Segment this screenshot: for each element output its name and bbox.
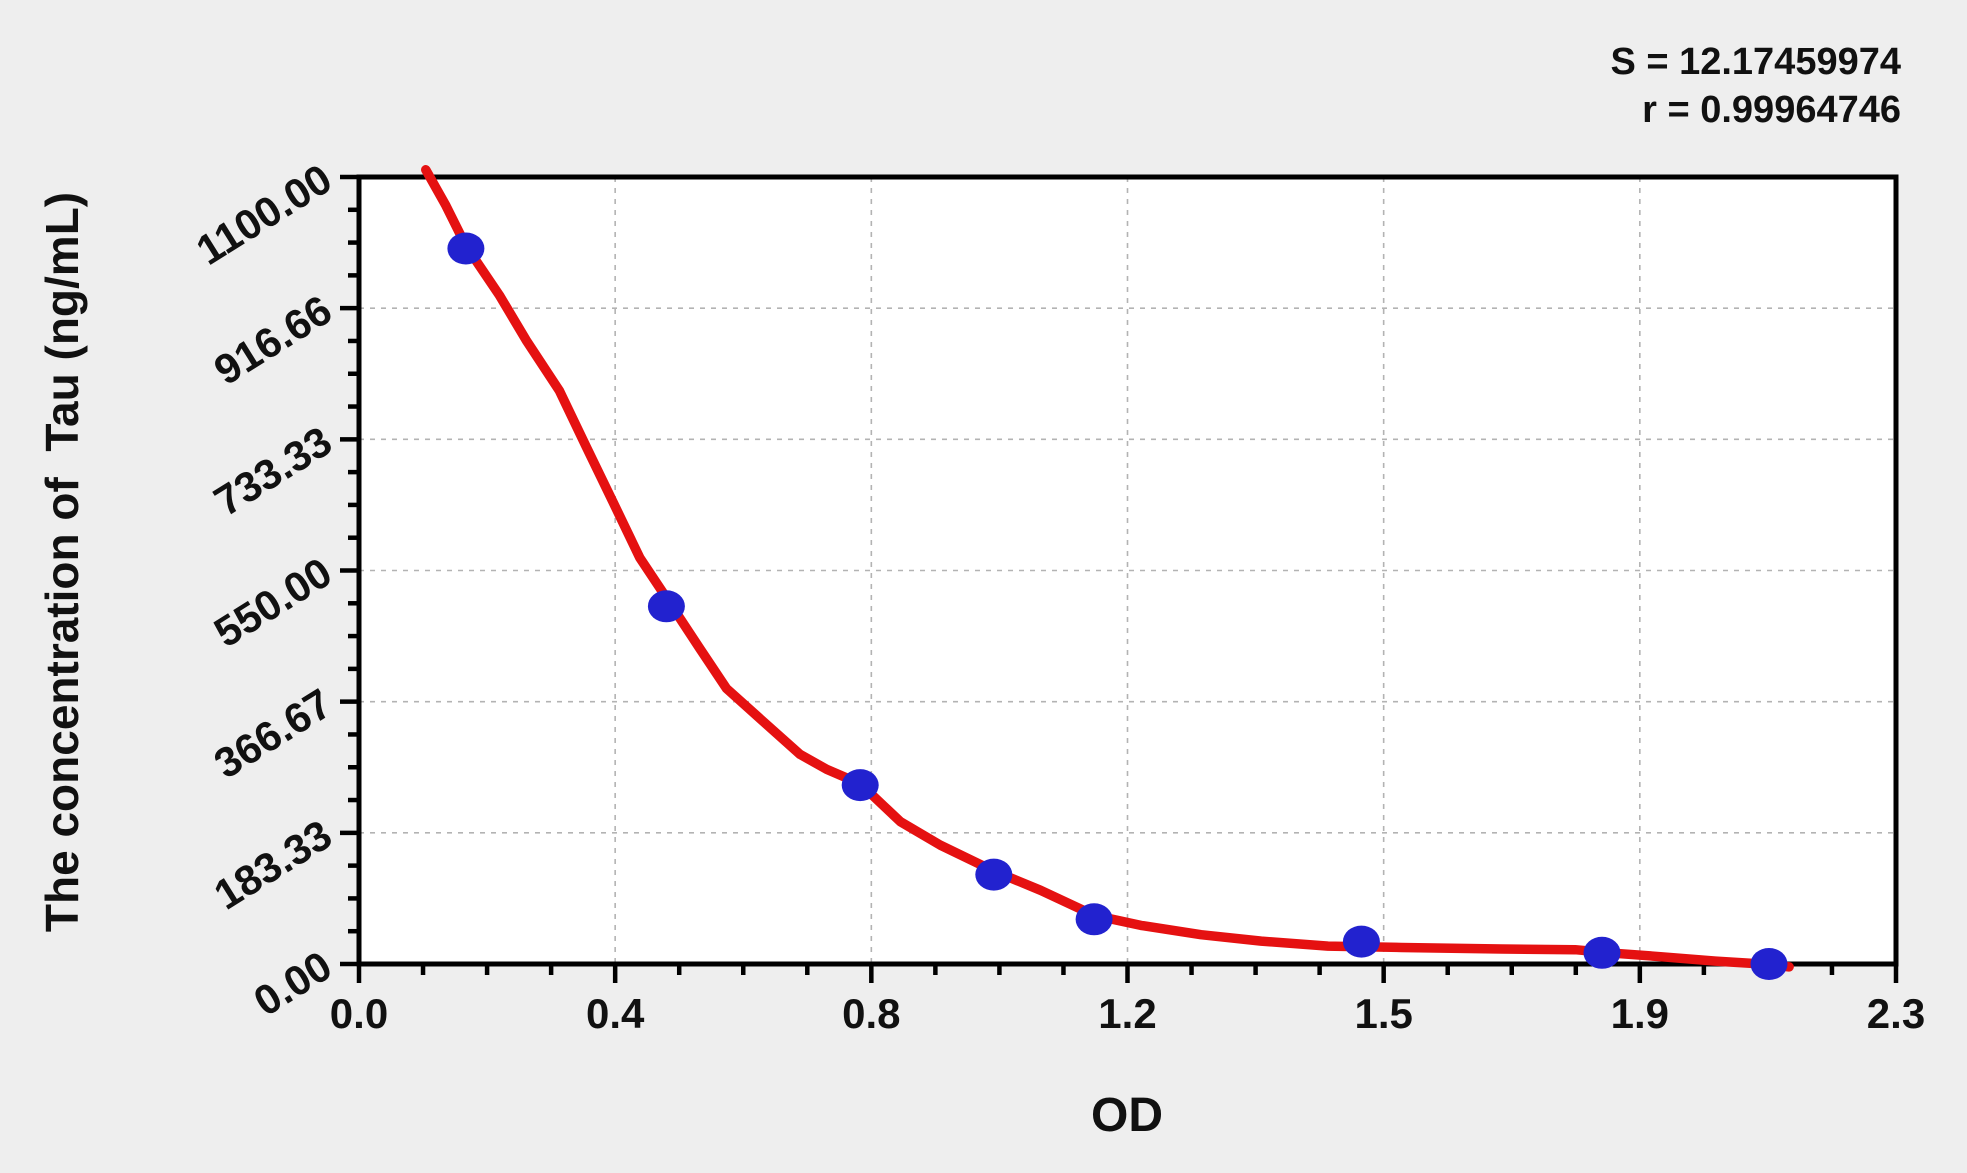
fit-curve-line	[421, 165, 1794, 972]
data-point	[647, 590, 685, 623]
x-tick-label: 1.5	[1354, 990, 1412, 1037]
data-point	[975, 858, 1013, 891]
y-tick-label: 1100.00	[188, 155, 340, 274]
data-point	[1583, 936, 1621, 969]
gridline-layer	[359, 177, 1896, 964]
y-axis-title: The concentration of Tau (ng/mL)	[36, 192, 88, 932]
s-statistic: S = 12.17459974	[1610, 41, 1901, 83]
data-point	[841, 769, 879, 802]
x-tick-label: 1.9	[1611, 990, 1669, 1037]
x-tick-label: 0.8	[842, 990, 900, 1037]
y-tick-label: 550.00	[206, 548, 340, 656]
r-statistic: r = 0.99964746	[1642, 89, 1901, 131]
tick-layer	[340, 174, 1899, 983]
series-layer	[421, 165, 1794, 980]
data-point	[1342, 925, 1380, 958]
y-tick-label: 183.33	[206, 811, 340, 919]
x-tick-label: 0.0	[330, 990, 388, 1037]
x-tick-label: 2.3	[1867, 990, 1925, 1037]
x-axis-title: OD	[1091, 1089, 1163, 1142]
y-tick-label: 0.00	[246, 942, 340, 1025]
y-tick-label: 366.67	[206, 679, 340, 787]
y-tick-label: 916.66	[206, 286, 340, 394]
plot-background-layer	[359, 177, 1896, 964]
data-point	[1750, 948, 1788, 980]
plot-area	[359, 177, 1896, 964]
data-point	[447, 232, 485, 265]
x-tick-label: 1.2	[1098, 990, 1156, 1037]
y-tick-label: 733.33	[206, 417, 340, 525]
data-point	[1075, 903, 1113, 936]
x-tick-label: 0.4	[586, 990, 645, 1037]
